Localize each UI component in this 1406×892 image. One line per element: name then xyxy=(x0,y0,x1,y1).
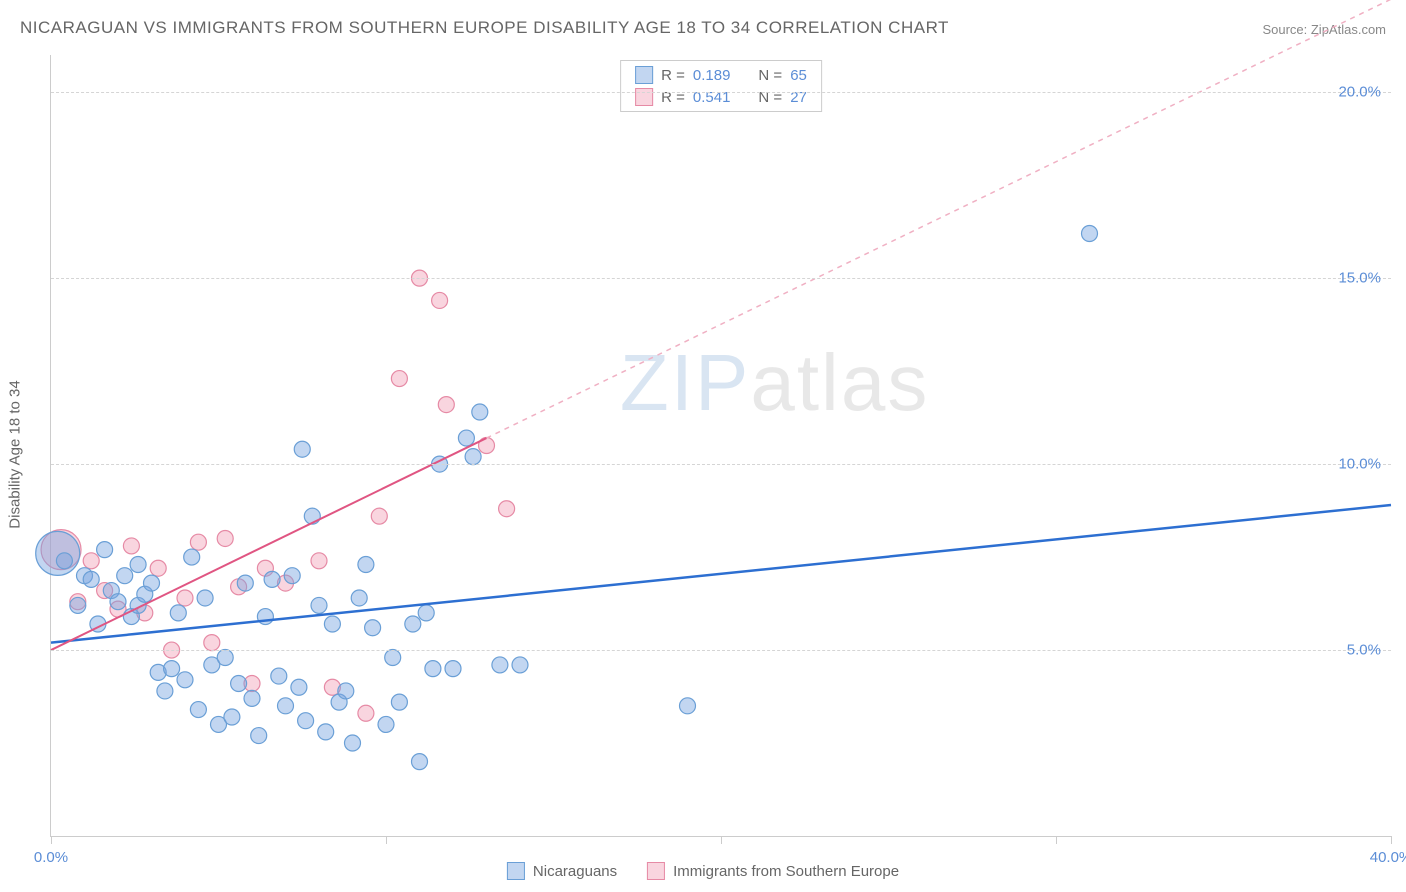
scatter-point-nicaraguans xyxy=(512,657,528,673)
source-attribution: Source: ZipAtlas.com xyxy=(1262,22,1386,37)
scatter-point-nicaraguans xyxy=(365,620,381,636)
xtick-label: 0.0% xyxy=(34,849,68,866)
scatter-point-nicaraguans xyxy=(425,661,441,677)
scatter-point-nicaraguans xyxy=(197,590,213,606)
xtick xyxy=(51,836,52,844)
scatter-point-southern-europe xyxy=(371,508,387,524)
scatter-point-southern-europe xyxy=(391,371,407,387)
scatter-point-nicaraguans xyxy=(237,575,253,591)
scatter-point-nicaraguans xyxy=(164,661,180,677)
scatter-point-nicaraguans xyxy=(1082,226,1098,242)
scatter-point-southern-europe xyxy=(177,590,193,606)
chart-title: NICARAGUAN VS IMMIGRANTS FROM SOUTHERN E… xyxy=(20,18,949,38)
ytick-label: 20.0% xyxy=(1338,84,1381,101)
ytick-label: 10.0% xyxy=(1338,456,1381,473)
legend-item-southern-europe: Immigrants from Southern Europe xyxy=(647,862,899,880)
chart-container: NICARAGUAN VS IMMIGRANTS FROM SOUTHERN E… xyxy=(0,0,1406,892)
scatter-point-southern-europe xyxy=(311,553,327,569)
legend-label-nicaraguans: Nicaraguans xyxy=(533,863,617,880)
legend-label-southern-europe: Immigrants from Southern Europe xyxy=(673,863,899,880)
scatter-point-nicaraguans xyxy=(130,557,146,573)
legend-series: Nicaraguans Immigrants from Southern Eur… xyxy=(507,862,899,880)
scatter-point-nicaraguans xyxy=(405,616,421,632)
scatter-point-nicaraguans xyxy=(36,531,80,575)
scatter-point-nicaraguans xyxy=(445,661,461,677)
scatter-point-nicaraguans xyxy=(170,605,186,621)
scatter-point-nicaraguans xyxy=(291,679,307,695)
legend-item-nicaraguans: Nicaraguans xyxy=(507,862,617,880)
scatter-point-nicaraguans xyxy=(217,649,233,665)
scatter-point-nicaraguans xyxy=(458,430,474,446)
scatter-point-nicaraguans xyxy=(278,698,294,714)
y-axis-label: Disability Age 18 to 34 xyxy=(7,380,24,528)
scatter-point-nicaraguans xyxy=(345,735,361,751)
xtick xyxy=(1056,836,1057,844)
scatter-point-nicaraguans xyxy=(284,568,300,584)
scatter-point-nicaraguans xyxy=(338,683,354,699)
scatter-point-southern-europe xyxy=(150,560,166,576)
scatter-point-nicaraguans xyxy=(177,672,193,688)
scatter-point-nicaraguans xyxy=(311,597,327,613)
trend-line xyxy=(51,505,1391,643)
ytick-label: 5.0% xyxy=(1347,642,1381,659)
scatter-point-nicaraguans xyxy=(472,404,488,420)
scatter-point-nicaraguans xyxy=(264,571,280,587)
scatter-point-southern-europe xyxy=(438,397,454,413)
xtick xyxy=(721,836,722,844)
scatter-point-nicaraguans xyxy=(318,724,334,740)
scatter-point-nicaraguans xyxy=(83,571,99,587)
scatter-point-nicaraguans xyxy=(412,754,428,770)
scatter-point-nicaraguans xyxy=(324,616,340,632)
scatter-point-southern-europe xyxy=(217,530,233,546)
scatter-point-southern-europe xyxy=(432,292,448,308)
scatter-point-southern-europe xyxy=(190,534,206,550)
gridline xyxy=(51,278,1391,279)
xtick-label: 40.0% xyxy=(1370,849,1406,866)
xtick xyxy=(1391,836,1392,844)
scatter-point-nicaraguans xyxy=(385,649,401,665)
scatter-point-nicaraguans xyxy=(351,590,367,606)
scatter-point-southern-europe xyxy=(499,501,515,517)
scatter-point-nicaraguans xyxy=(271,668,287,684)
gridline xyxy=(51,650,1391,651)
scatter-point-southern-europe xyxy=(83,553,99,569)
scatter-point-nicaraguans xyxy=(244,690,260,706)
scatter-point-nicaraguans xyxy=(391,694,407,710)
scatter-point-nicaraguans xyxy=(378,716,394,732)
gridline xyxy=(51,92,1391,93)
scatter-point-nicaraguans xyxy=(56,553,72,569)
scatter-point-nicaraguans xyxy=(680,698,696,714)
plot-svg xyxy=(51,55,1391,836)
scatter-point-nicaraguans xyxy=(492,657,508,673)
scatter-point-nicaraguans xyxy=(465,449,481,465)
scatter-point-nicaraguans xyxy=(184,549,200,565)
scatter-point-nicaraguans xyxy=(117,568,133,584)
scatter-point-nicaraguans xyxy=(144,575,160,591)
scatter-point-nicaraguans xyxy=(110,594,126,610)
xtick xyxy=(386,836,387,844)
scatter-point-nicaraguans xyxy=(231,676,247,692)
scatter-point-nicaraguans xyxy=(294,441,310,457)
scatter-point-nicaraguans xyxy=(224,709,240,725)
legend-swatch-nicaraguans xyxy=(507,862,525,880)
scatter-point-southern-europe xyxy=(123,538,139,554)
scatter-point-nicaraguans xyxy=(418,605,434,621)
plot-area: ZIPatlas R = 0.189 N = 65 R = 0.541 N = … xyxy=(50,55,1391,837)
scatter-point-nicaraguans xyxy=(157,683,173,699)
ytick-label: 15.0% xyxy=(1338,270,1381,287)
trend-line xyxy=(487,0,1392,438)
gridline xyxy=(51,464,1391,465)
scatter-point-nicaraguans xyxy=(251,728,267,744)
scatter-point-nicaraguans xyxy=(97,542,113,558)
scatter-point-southern-europe xyxy=(358,705,374,721)
scatter-point-nicaraguans xyxy=(298,713,314,729)
scatter-point-nicaraguans xyxy=(190,702,206,718)
legend-swatch-southern-europe xyxy=(647,862,665,880)
scatter-point-nicaraguans xyxy=(358,557,374,573)
scatter-point-nicaraguans xyxy=(70,597,86,613)
scatter-point-southern-europe xyxy=(204,635,220,651)
